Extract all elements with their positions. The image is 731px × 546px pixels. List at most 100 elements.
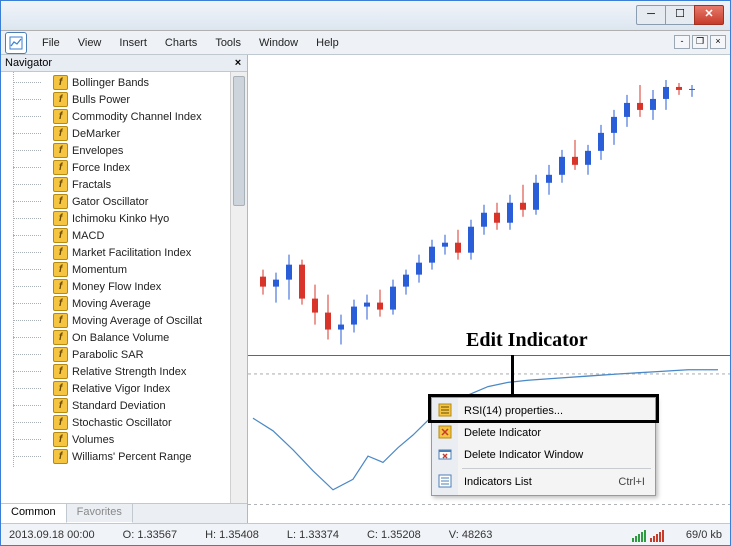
menu-view[interactable]: View xyxy=(69,33,111,53)
indicator-icon: f xyxy=(53,109,68,124)
window-controls: ─ ☐ ✕ xyxy=(637,5,724,25)
context-menu-separator xyxy=(462,468,651,469)
tree-item[interactable]: fMarket Facilitation Index xyxy=(1,244,247,261)
indicator-icon: f xyxy=(53,381,68,396)
menu-help[interactable]: Help xyxy=(307,33,348,53)
mdi-close-button[interactable]: × xyxy=(710,35,726,49)
tree-item-label: Moving Average of Oscillat xyxy=(72,315,202,327)
statusbar-open: O: 1.33567 xyxy=(123,529,177,541)
statusbar-close: C: 1.35208 xyxy=(367,529,421,541)
menu-tools[interactable]: Tools xyxy=(206,33,250,53)
tree-item-label: Envelopes xyxy=(72,145,123,157)
menu-file[interactable]: File xyxy=(33,33,69,53)
context-menu-delete-indicator[interactable]: Delete Indicator xyxy=(434,422,653,444)
mdi-restore-button[interactable]: ❐ xyxy=(692,35,708,49)
tree-item[interactable]: fFractals xyxy=(1,176,247,193)
indicator-icon: f xyxy=(53,245,68,260)
tree-item[interactable]: f MACD xyxy=(1,227,247,244)
tree-item[interactable]: f Envelopes xyxy=(1,142,247,159)
annotation-connector xyxy=(511,355,514,395)
tree-item-label: Bulls Power xyxy=(72,94,130,106)
tree-item[interactable]: fParabolic SAR xyxy=(1,346,247,363)
indicator-icon: f xyxy=(53,143,68,158)
tree-item-label: Parabolic SAR xyxy=(72,349,144,361)
tree-item-label: Moving Average xyxy=(72,298,151,310)
mdi-controls: - ❐ × xyxy=(672,35,726,49)
window-maximize-button[interactable]: ☐ xyxy=(665,5,695,25)
indicator-icon: f xyxy=(53,75,68,90)
annotation-label: Edit Indicator xyxy=(466,329,588,352)
indicator-icon: f xyxy=(53,432,68,447)
tree-item[interactable]: fRelative Vigor Index xyxy=(1,380,247,397)
context-menu-label: Delete Indicator xyxy=(464,427,541,439)
indicator-icon: f xyxy=(53,228,68,243)
tree-item-label: Standard Deviation xyxy=(72,400,166,412)
statusbar: 2013.09.18 00:00 O: 1.33567 H: 1.35408 L… xyxy=(1,523,730,545)
context-menu-properties[interactable]: RSI(14) properties... xyxy=(434,400,653,422)
tree-item-label: Williams' Percent Range xyxy=(72,451,191,463)
mdi-minimize-button[interactable]: - xyxy=(674,35,690,49)
menu-window[interactable]: Window xyxy=(250,33,307,53)
statusbar-traffic: 69/0 kb xyxy=(686,529,722,541)
tree-item[interactable]: f Williams' Percent Range xyxy=(1,448,247,465)
tree-item-label: Gator Oscillator xyxy=(72,196,148,208)
indicator-icon: f xyxy=(53,262,68,277)
indicator-icon: f xyxy=(53,415,68,430)
window-close-button[interactable]: ✕ xyxy=(694,5,724,25)
app-icon xyxy=(5,32,27,54)
tree-item-label: MACD xyxy=(72,230,104,242)
indicators-list-icon xyxy=(438,474,454,490)
tree-item[interactable]: fStochastic Oscillator xyxy=(1,414,247,431)
context-menu-label: Indicators List xyxy=(464,476,532,488)
indicator-icon: f xyxy=(53,398,68,413)
statusbar-datetime: 2013.09.18 00:00 xyxy=(9,529,95,541)
delete-window-icon xyxy=(438,447,454,463)
tree-item[interactable]: fDeMarker xyxy=(1,125,247,142)
indicator-icon: f xyxy=(53,313,68,328)
tree-item-label: Relative Strength Index xyxy=(72,366,186,378)
tree-item[interactable]: fVolumes xyxy=(1,431,247,448)
indicator-icon: f xyxy=(53,449,68,464)
tree-item[interactable]: f Momentum xyxy=(1,261,247,278)
navigator-tabs: Common Favorites xyxy=(1,503,247,523)
context-menu-shortcut: Ctrl+I xyxy=(618,476,645,488)
tree-item[interactable]: f Moving Average of Oscillat xyxy=(1,312,247,329)
navigator-scrollbar-thumb[interactable] xyxy=(233,76,245,206)
tree-item[interactable]: fCommodity Channel Index xyxy=(1,108,247,125)
tree-item[interactable]: f Relative Strength Index xyxy=(1,363,247,380)
menu-charts[interactable]: Charts xyxy=(156,33,206,53)
tree-item[interactable]: f Moving Average xyxy=(1,295,247,312)
tree-item-label: Money Flow Index xyxy=(72,281,161,293)
tree-item[interactable]: f Gator Oscillator xyxy=(1,193,247,210)
indicator-icon: f xyxy=(53,330,68,345)
navigator-panel: Navigator × fBollinger BandsfBulls Power… xyxy=(1,55,248,523)
navigator-tree[interactable]: fBollinger BandsfBulls PowerfCommodity C… xyxy=(1,72,247,503)
context-menu-delete-window[interactable]: Delete Indicator Window xyxy=(434,444,653,466)
tree-item[interactable]: f Bulls Power xyxy=(1,91,247,108)
tree-item[interactable]: fMoney Flow Index xyxy=(1,278,247,295)
tree-item-label: Ichimoku Kinko Hyo xyxy=(72,213,169,225)
statusbar-connection-icon xyxy=(632,528,672,542)
tree-item[interactable]: fBollinger Bands xyxy=(1,74,247,91)
indicator-icon: f xyxy=(53,364,68,379)
context-menu-indicators-list[interactable]: Indicators List Ctrl+I xyxy=(434,471,653,493)
indicator-icon: f xyxy=(53,160,68,175)
menu-insert[interactable]: Insert xyxy=(110,33,156,53)
navigator-close-button[interactable]: × xyxy=(231,57,245,70)
tree-item[interactable]: f Standard Deviation xyxy=(1,397,247,414)
indicator-context-menu: RSI(14) properties... Delete Indicator D… xyxy=(431,397,656,496)
chart-price-pane[interactable] xyxy=(248,55,730,355)
tree-item-label: Fractals xyxy=(72,179,111,191)
navigator-scrollbar[interactable] xyxy=(230,72,247,503)
tree-item[interactable]: fForce Index xyxy=(1,159,247,176)
tree-item[interactable]: fOn Balance Volume xyxy=(1,329,247,346)
indicator-icon: f xyxy=(53,194,68,209)
window-minimize-button[interactable]: ─ xyxy=(636,5,666,25)
tree-item-label: Momentum xyxy=(72,264,127,276)
indicator-icon: f xyxy=(53,92,68,107)
tree-item[interactable]: fIchimoku Kinko Hyo xyxy=(1,210,247,227)
navigator-tab-common[interactable]: Common xyxy=(1,504,67,523)
navigator-tab-favorites[interactable]: Favorites xyxy=(67,504,133,523)
tree-item-label: DeMarker xyxy=(72,128,120,140)
indicator-icon: f xyxy=(53,296,68,311)
